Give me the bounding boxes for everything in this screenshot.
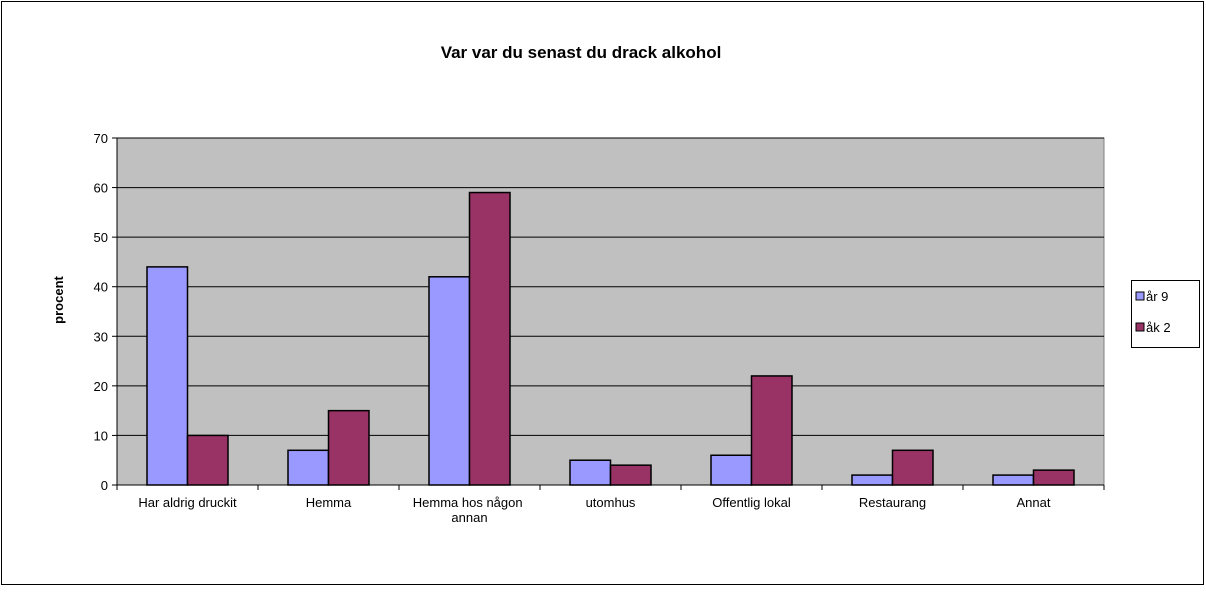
y-axis-label: procent: [51, 275, 66, 323]
y-tick-label: 20: [94, 379, 108, 394]
y-tick-label: 40: [94, 280, 108, 295]
legend-swatch: [1135, 291, 1145, 301]
legend-label: år 9: [1146, 289, 1168, 304]
bar: [1032, 469, 1075, 486]
chart-title: Var var du senast du drack alkohol: [441, 43, 722, 62]
y-tick-label: 30: [94, 329, 108, 344]
bar: [186, 434, 229, 486]
bar: [146, 266, 189, 486]
bar: [287, 449, 330, 486]
y-tick-label: 50: [94, 230, 108, 245]
x-tick-label: Hemma: [306, 495, 352, 510]
x-tick-label: Restaurang: [859, 495, 926, 510]
legend-swatch: [1135, 322, 1145, 332]
x-tick-label: Hemma hos någon annan: [413, 495, 526, 525]
bar: [992, 474, 1035, 486]
bar: [428, 276, 471, 486]
y-tick-label: 0: [101, 478, 108, 493]
bar: [710, 454, 753, 486]
legend-label: åk 2: [1146, 320, 1171, 335]
y-tick-label: 70: [94, 131, 108, 146]
bar: [569, 459, 612, 486]
bar: [891, 449, 934, 486]
x-tick-label: utomhus: [586, 495, 636, 510]
bar: [327, 409, 370, 486]
plot-area: [116, 137, 1105, 486]
x-tick-label: Har aldrig druckit: [138, 495, 237, 510]
bar: [468, 191, 511, 486]
x-tick-label: Annat: [1017, 495, 1051, 510]
y-tick-label: 60: [94, 181, 108, 196]
x-tick-label: Offentlig lokal: [712, 495, 791, 510]
bar: [851, 474, 894, 486]
bar: [609, 464, 652, 486]
bar: [750, 375, 793, 486]
y-tick-label: 10: [94, 428, 108, 443]
